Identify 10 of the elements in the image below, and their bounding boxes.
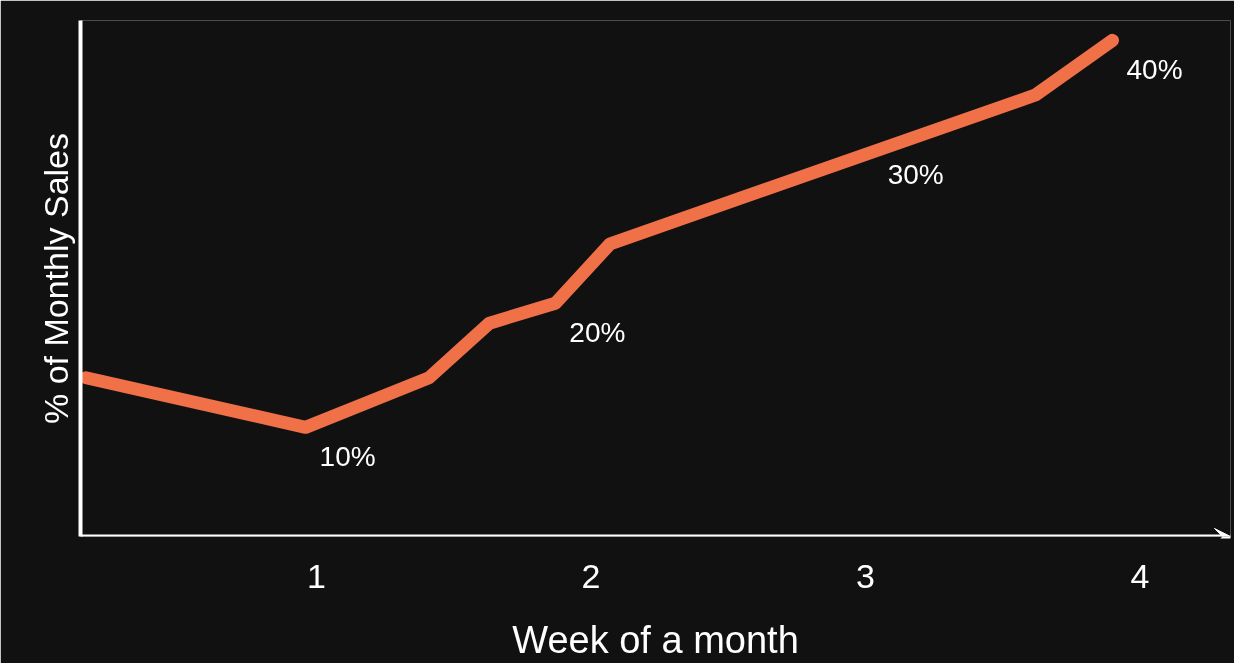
annotation: 20% bbox=[569, 317, 626, 349]
y-axis-title: % of Monthly Sales bbox=[36, 132, 75, 425]
x-axis-title: Week of a month bbox=[512, 618, 799, 661]
x-tick-label: 3 bbox=[856, 556, 875, 595]
annotation: 30% bbox=[887, 158, 944, 190]
x-tick-label: 1 bbox=[307, 556, 327, 595]
annotation: 40% bbox=[1126, 54, 1183, 86]
x-tick-label: 4 bbox=[1130, 556, 1150, 595]
annotation: 10% bbox=[319, 441, 376, 473]
x-tick-label: 2 bbox=[581, 556, 601, 595]
